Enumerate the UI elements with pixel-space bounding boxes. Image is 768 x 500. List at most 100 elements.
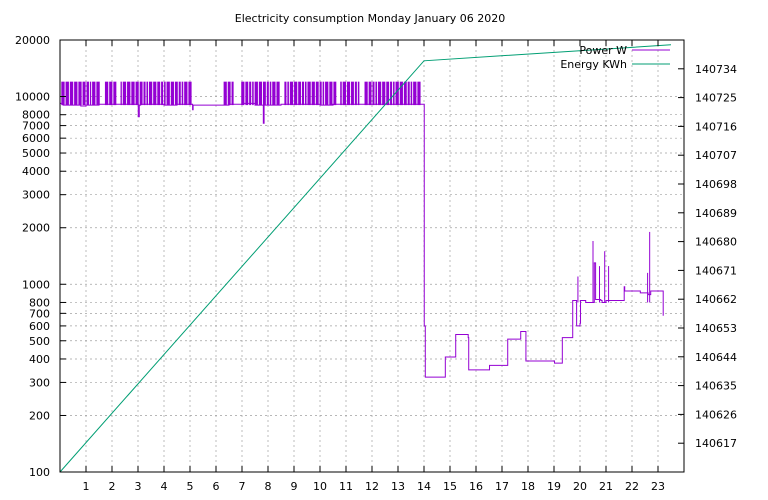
power-cycling-band xyxy=(61,81,421,106)
power-cycle-block xyxy=(120,81,122,106)
x-tick-label: 16 xyxy=(469,480,483,493)
power-cycle-block xyxy=(122,81,127,106)
power-cycle-block xyxy=(368,81,372,106)
power-cycle-block xyxy=(113,81,117,106)
x-tick-label: 9 xyxy=(291,480,298,493)
y-tick-label: 1000 xyxy=(22,278,50,291)
power-cycle-block xyxy=(96,81,100,106)
legend: Power W Energy KWh xyxy=(560,44,670,71)
power-cycle-block xyxy=(188,81,192,106)
power-cycle-block xyxy=(357,81,360,106)
x-tick-label: 19 xyxy=(547,480,561,493)
power-cycle-block xyxy=(109,81,113,106)
power-cycle-block xyxy=(410,81,413,106)
power-cycle-block xyxy=(174,81,178,106)
power-cycle-block xyxy=(254,81,258,106)
power-cycle-block xyxy=(148,81,153,106)
power-cycle-block xyxy=(311,81,315,106)
x-tick-label: 13 xyxy=(391,480,405,493)
power-cycle-block xyxy=(276,81,280,106)
power-cycle-block xyxy=(184,81,188,106)
power-cycle-block xyxy=(395,81,399,106)
y-tick-label: 4000 xyxy=(22,165,50,178)
power-series-line xyxy=(60,102,664,378)
power-cycle-block xyxy=(364,81,368,106)
power-cycle-block xyxy=(153,81,157,106)
power-cycle-block xyxy=(262,81,266,106)
y2-tick-label: 140707 xyxy=(695,149,737,162)
power-cycle-block xyxy=(372,81,375,106)
power-cycle-block xyxy=(69,81,74,106)
power-cycle-block xyxy=(223,81,227,106)
power-cycle-block xyxy=(131,81,135,106)
y-tick-label: 800 xyxy=(29,296,50,309)
y2-tick-label: 140671 xyxy=(695,264,737,277)
series-layer xyxy=(59,44,672,473)
y-tick-label: 600 xyxy=(29,320,50,333)
power-cycle-block xyxy=(74,81,78,106)
power-cycle-block xyxy=(86,81,89,106)
x-tick-label: 17 xyxy=(495,480,509,493)
power-cycle-block xyxy=(82,81,86,106)
power-cycle-block xyxy=(143,81,146,106)
chart-title: Electricity consumption Monday January 0… xyxy=(235,12,505,25)
power-cycle-block xyxy=(393,81,395,106)
y2-tick-label: 140653 xyxy=(695,322,737,335)
y2-tick-label: 140734 xyxy=(695,63,737,76)
power-cycle-block xyxy=(135,81,139,106)
power-cycle-block xyxy=(245,81,249,106)
power-cycle-block xyxy=(170,81,174,106)
power-cycle-block xyxy=(407,81,410,106)
power-cycle-block xyxy=(89,81,92,106)
power-cycle-block xyxy=(403,81,407,106)
x-tick-label: 1 xyxy=(83,480,90,493)
x-tick-label: 11 xyxy=(339,480,353,493)
power-cycle-block xyxy=(139,81,143,106)
y2-tick-label: 140689 xyxy=(695,207,737,220)
power-cycle-block xyxy=(346,81,351,106)
y-tick-label: 3000 xyxy=(22,189,50,202)
x-tick-label: 6 xyxy=(213,480,220,493)
y-tick-label: 6000 xyxy=(22,132,50,145)
power-cycle-block xyxy=(333,81,337,106)
x-tick-label: 15 xyxy=(443,480,457,493)
power-cycle-block xyxy=(61,81,65,106)
x-tick-label: 10 xyxy=(313,480,327,493)
power-cycle-block xyxy=(258,81,263,106)
energy-series-line xyxy=(59,44,672,473)
power-cycle-block xyxy=(284,81,287,106)
power-cycle-block xyxy=(329,81,333,106)
power-cycle-block xyxy=(157,81,161,106)
x-tick-label: 3 xyxy=(135,480,142,493)
power-cycle-block xyxy=(161,81,164,106)
x-tick-label: 22 xyxy=(625,480,639,493)
x-tick-label: 20 xyxy=(573,480,587,493)
power-cycle-block xyxy=(375,81,377,106)
power-cycle-block xyxy=(298,81,302,106)
power-cycle-block xyxy=(315,81,319,106)
y-tick-label: 2000 xyxy=(22,222,50,235)
power-cycle-block xyxy=(127,81,131,106)
power-cycle-block xyxy=(382,81,386,106)
y-tick-label: 500 xyxy=(29,335,50,348)
power-cycle-block xyxy=(104,81,109,106)
y2-tick-label: 140644 xyxy=(695,351,737,364)
power-cycle-block xyxy=(78,81,82,106)
power-cycle-block xyxy=(319,81,322,106)
power-cycle-block xyxy=(351,81,354,106)
x-tick-label: 18 xyxy=(521,480,535,493)
y2-tick-label: 140698 xyxy=(695,178,737,191)
power-cycle-block xyxy=(178,81,181,106)
power-cycle-block xyxy=(231,81,234,106)
power-cycle-block xyxy=(266,81,269,106)
y-tick-label: 100 xyxy=(29,466,50,479)
power-cycle-block xyxy=(417,81,421,106)
power-cycle-block xyxy=(354,81,357,106)
power-cycle-block xyxy=(399,81,403,106)
power-cycle-block xyxy=(304,81,307,106)
power-cycle-block xyxy=(269,81,272,106)
y-tick-label: 20000 xyxy=(15,34,50,47)
